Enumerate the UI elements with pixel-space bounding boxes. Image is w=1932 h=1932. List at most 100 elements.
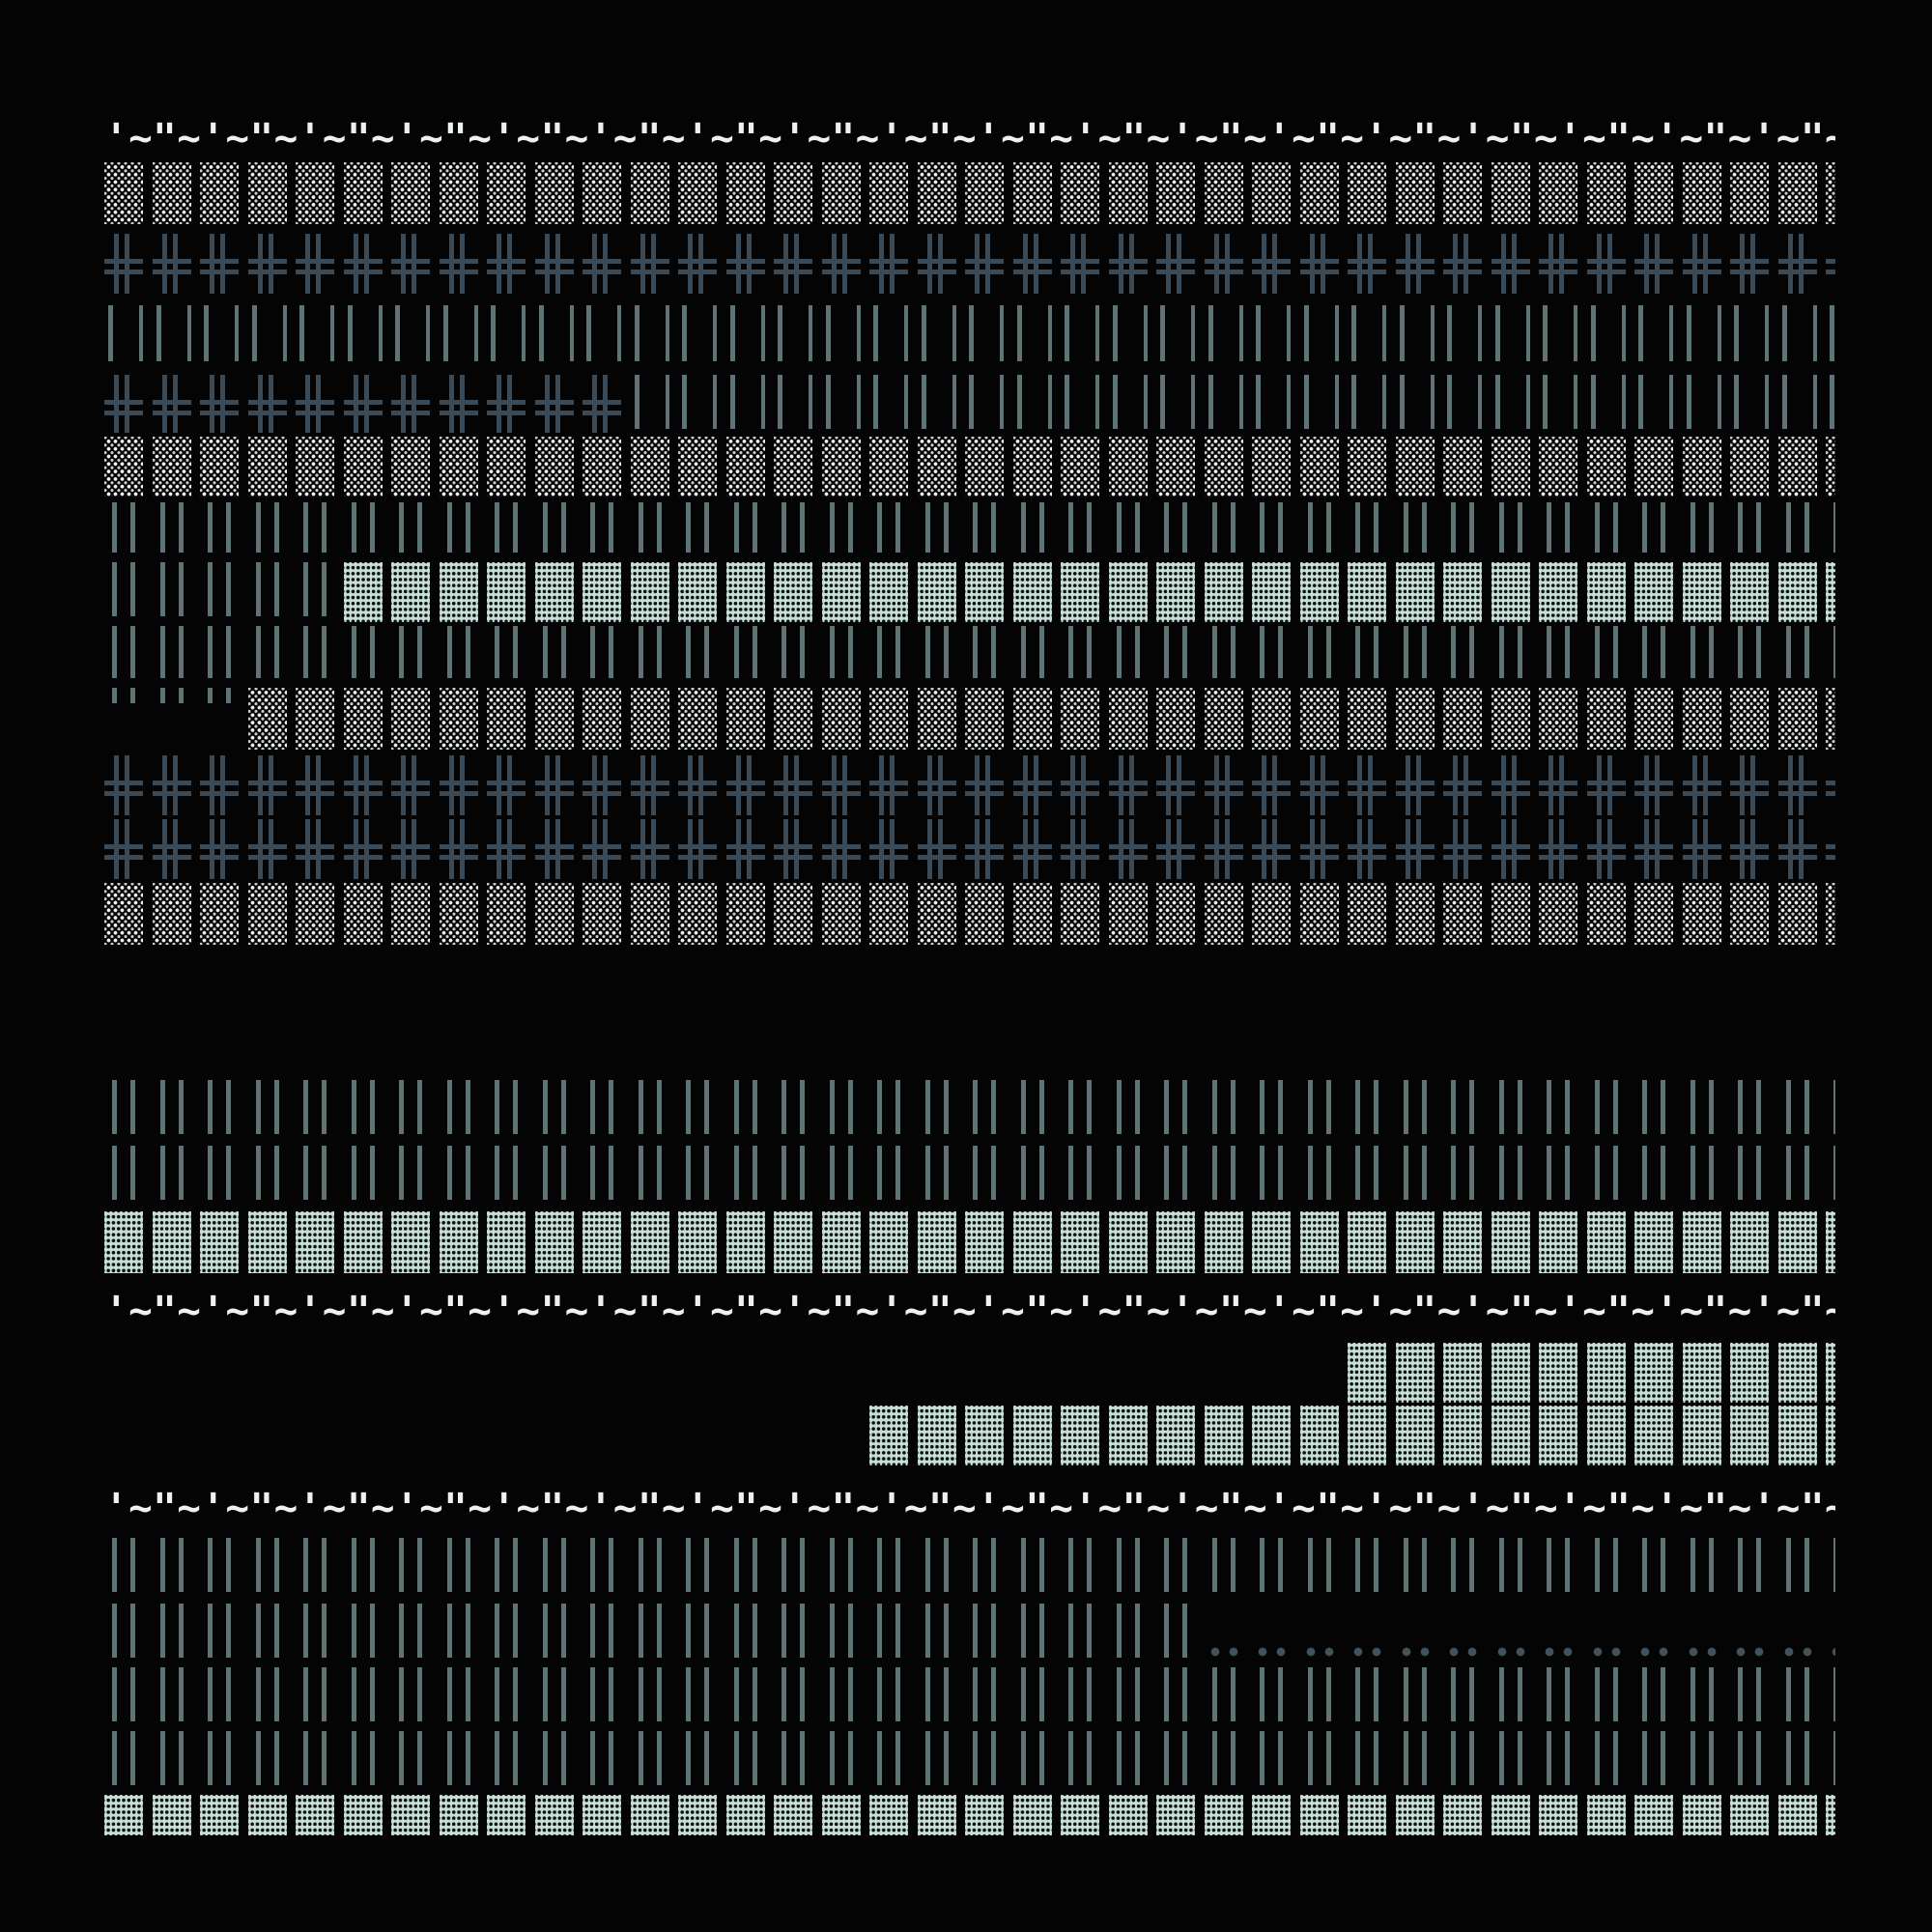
teal-block-glyph — [1156, 1406, 1195, 1465]
teal-block-glyph — [725, 1211, 765, 1273]
white-dots-glyph — [1012, 162, 1052, 224]
lines-glyph — [1012, 626, 1052, 678]
teal-block-glyph — [917, 1406, 956, 1465]
white-dots-glyph — [534, 162, 574, 224]
white-dots-glyph — [1156, 437, 1195, 497]
lines-wide-glyph — [487, 305, 526, 361]
lines-glyph — [343, 1538, 383, 1592]
white-dots-glyph — [1299, 688, 1339, 750]
lines-glyph — [104, 502, 143, 553]
teal-block-glyph — [104, 1211, 143, 1273]
lines-glyph — [582, 1538, 621, 1592]
dot-pair-glyph — [1826, 1604, 1835, 1663]
dot-pair-glyph — [1299, 1604, 1339, 1663]
lines-glyph — [1395, 1538, 1435, 1592]
lines-glyph — [104, 1731, 143, 1785]
cross-glyph — [247, 819, 287, 879]
teal-block-glyph — [821, 1211, 861, 1273]
white-dots-glyph — [1826, 883, 1835, 945]
teal-block-short-glyph — [104, 1795, 143, 1835]
lines-glyph — [104, 562, 143, 616]
lines-glyph — [1491, 1667, 1530, 1721]
white-dots-glyph — [1682, 883, 1721, 945]
white-dots-glyph — [1634, 162, 1673, 224]
lines-glyph — [630, 1146, 669, 1200]
lines-glyph — [1061, 1080, 1099, 1134]
white-dots-glyph — [821, 688, 861, 750]
white-dots-glyph — [678, 688, 717, 750]
cross-glyph — [869, 755, 908, 815]
cross-glyph — [1395, 755, 1435, 815]
lines-glyph — [104, 1146, 143, 1200]
lines-glyph — [343, 502, 383, 553]
teal-block-glyph — [1682, 1406, 1721, 1465]
teal-block-glyph — [1586, 1343, 1626, 1403]
lines-glyph — [1252, 1146, 1291, 1200]
white-dots-glyph — [1491, 162, 1530, 224]
white-dots-glyph — [1012, 437, 1052, 497]
dot-pair-glyph — [1682, 1604, 1721, 1663]
teal-block-glyph — [1108, 1406, 1148, 1465]
teal-block-glyph — [1395, 562, 1435, 622]
cross-glyph — [487, 234, 526, 294]
lines-short-glyph — [104, 688, 143, 703]
cross-glyph — [1634, 819, 1673, 879]
lines-glyph — [104, 1538, 143, 1592]
cross-glyph — [1299, 755, 1339, 815]
lines-glyph — [1539, 1080, 1577, 1134]
teal-block-glyph — [1730, 1406, 1769, 1465]
lines-glyph — [534, 1731, 574, 1785]
pair-row-5 — [104, 1667, 1835, 1727]
white-dots-glyph — [343, 883, 383, 945]
lines-glyph — [1682, 1538, 1721, 1592]
lines-glyph — [630, 1667, 669, 1721]
lines-glyph — [1539, 1538, 1577, 1592]
lines-glyph — [247, 626, 287, 678]
teal-block-glyph — [917, 562, 956, 622]
dot-pair-glyph — [1634, 1604, 1673, 1663]
lines-wide-glyph — [1156, 305, 1195, 361]
cross-glyph — [582, 375, 621, 433]
lines-glyph — [725, 1080, 765, 1134]
lines-glyph — [725, 626, 765, 678]
lines-wide-glyph — [1012, 375, 1052, 429]
white-dots-glyph — [1634, 883, 1673, 945]
lines-glyph — [1204, 502, 1243, 553]
cross-glyph — [1826, 755, 1835, 815]
cross-glyph — [247, 375, 287, 433]
white-dots-glyph — [534, 688, 574, 750]
lines-wide-glyph — [774, 375, 812, 429]
lines-glyph — [343, 1731, 383, 1785]
cross-glyph — [152, 819, 191, 879]
lines-glyph — [1826, 626, 1835, 678]
lines-glyph — [247, 1667, 287, 1721]
cross-row-1 — [104, 234, 1835, 296]
white-dots-glyph — [1061, 688, 1099, 750]
white-dots-glyph — [439, 883, 478, 945]
teal-block-glyph — [965, 562, 1004, 622]
teal-block-short-glyph — [1539, 1795, 1577, 1835]
cross-glyph — [1586, 755, 1626, 815]
white-dots-glyph — [487, 437, 526, 497]
cross-glyph — [1730, 234, 1769, 294]
lines-wide-glyph — [1682, 375, 1721, 429]
teal-block-glyph — [1777, 562, 1817, 622]
dot-pair-glyph — [1586, 1604, 1626, 1663]
teal-block-glyph — [343, 1211, 383, 1273]
cross-glyph — [296, 819, 334, 879]
lines-wide-glyph — [1156, 375, 1195, 429]
teal-block-glyph — [1395, 1406, 1435, 1465]
lines-glyph — [200, 1667, 239, 1721]
lines-glyph — [917, 1080, 956, 1134]
teal-block-glyph — [1012, 1211, 1052, 1273]
cross-glyph — [152, 755, 191, 815]
pair-row-2 — [104, 1146, 1835, 1206]
cross-glyph — [439, 819, 478, 879]
cross-glyph — [104, 375, 143, 433]
lines-glyph — [965, 1080, 1004, 1134]
white-dots-glyph — [247, 437, 287, 497]
lines-wide-glyph — [965, 305, 1004, 361]
lines-glyph — [247, 1538, 287, 1592]
white-dots-glyph — [1204, 437, 1243, 497]
lines-glyph — [200, 1538, 239, 1592]
